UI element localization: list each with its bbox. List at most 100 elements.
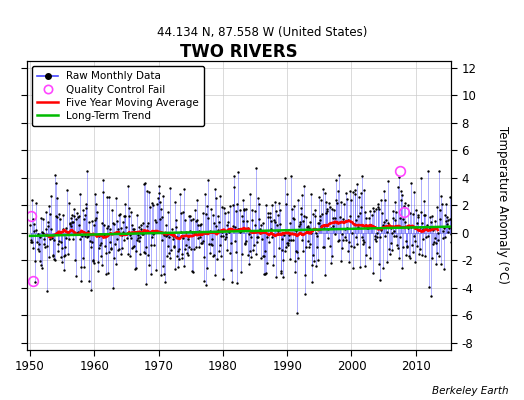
Point (385, 222, 394, 229)
Point (29, 245, 37, 251)
Point (266, 210, 274, 216)
Point (319, 186, 328, 192)
Point (373, 234, 381, 240)
Point (263, 260, 271, 266)
Point (37, 214, 45, 221)
Point (352, 234, 361, 240)
Point (332, 177, 341, 183)
Point (200, 278, 208, 284)
Point (49, 253, 57, 260)
Point (201, 230, 209, 236)
Point (288, 237, 297, 243)
Point (348, 189, 357, 196)
Point (305, 241, 314, 247)
Point (160, 232, 169, 239)
Point (123, 251, 132, 257)
Point (225, 229, 233, 236)
Point (417, 175, 425, 182)
Point (213, 256, 221, 262)
Point (75, 213, 83, 219)
Point (74, 214, 82, 220)
Point (238, 213, 246, 220)
Point (52, 195, 61, 202)
Point (395, 255, 403, 261)
Point (61, 243, 70, 250)
Point (150, 242, 158, 248)
Point (72, 273, 80, 279)
Point (398, 192, 406, 198)
Point (254, 195, 262, 201)
Point (312, 244, 321, 250)
Point (232, 249, 240, 255)
Point (345, 238, 354, 245)
Point (278, 247, 287, 254)
Point (285, 232, 293, 238)
Point (70, 206, 78, 212)
Point (419, 225, 427, 232)
Point (398, 265, 407, 272)
Point (414, 212, 423, 218)
Point (428, 255, 436, 262)
Point (83, 168, 91, 174)
Point (27, 239, 36, 246)
Point (128, 222, 136, 228)
Point (226, 250, 235, 256)
Point (384, 220, 392, 226)
Point (170, 244, 178, 250)
Point (124, 204, 133, 211)
Point (87, 287, 95, 293)
Point (344, 248, 353, 254)
Point (253, 234, 261, 240)
Point (220, 235, 228, 242)
Point (154, 228, 162, 235)
Point (68, 219, 77, 225)
Point (432, 204, 441, 210)
Point (219, 233, 227, 240)
Point (37, 262, 46, 268)
Point (175, 246, 183, 252)
Point (161, 233, 170, 239)
Point (382, 217, 390, 224)
Point (297, 211, 305, 218)
Point (103, 225, 112, 231)
Point (94, 267, 102, 274)
Point (403, 225, 412, 231)
Point (151, 228, 160, 235)
Point (58, 245, 66, 251)
Point (301, 291, 310, 298)
Point (58, 259, 67, 265)
Point (229, 202, 237, 208)
Point (28, 216, 37, 222)
Point (158, 237, 166, 244)
Point (441, 234, 449, 240)
Point (132, 248, 140, 255)
Point (436, 216, 445, 222)
Point (268, 202, 276, 209)
Point (165, 249, 173, 256)
Point (298, 236, 307, 243)
Point (351, 187, 359, 193)
Point (201, 191, 210, 197)
Point (417, 209, 425, 215)
Point (309, 252, 317, 258)
Point (56, 238, 64, 244)
Point (86, 244, 95, 250)
Point (397, 197, 405, 204)
Point (330, 218, 339, 225)
Point (359, 239, 368, 246)
Point (152, 219, 160, 226)
Point (48, 252, 57, 258)
Point (304, 223, 312, 230)
Point (171, 199, 179, 205)
Point (336, 218, 344, 225)
Point (57, 254, 66, 260)
Point (244, 252, 252, 258)
Point (67, 214, 75, 221)
Point (44, 222, 52, 229)
Point (194, 244, 203, 251)
Point (143, 223, 151, 230)
Point (66, 220, 74, 226)
Point (421, 211, 429, 218)
Point (343, 196, 352, 202)
Point (300, 182, 308, 189)
